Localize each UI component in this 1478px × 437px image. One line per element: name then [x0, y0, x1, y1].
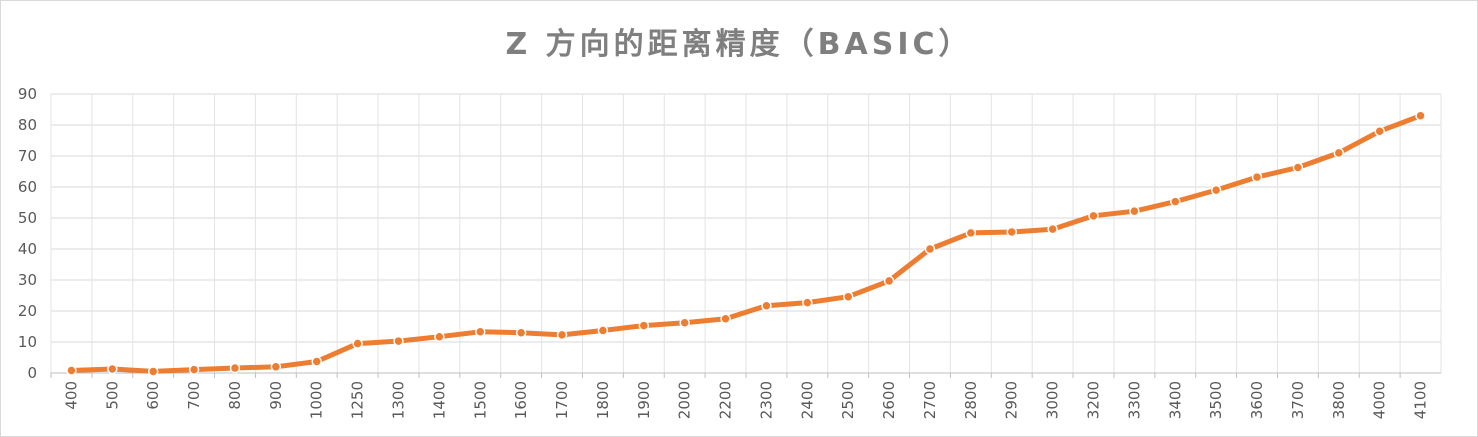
data-point: [311, 356, 322, 367]
x-tick-label: 600: [144, 381, 162, 410]
data-point: [1129, 205, 1140, 217]
x-tick-label: 1250: [349, 381, 367, 419]
data-point: [393, 335, 404, 347]
x-tick-label: 1500: [471, 381, 489, 419]
x-tick-label: 1300: [390, 381, 408, 419]
x-tick-label: 2800: [962, 381, 980, 419]
data-point: [475, 326, 486, 338]
gridlines: [50, 93, 1442, 373]
x-tick-label: 3600: [1248, 381, 1266, 419]
data-point: [1006, 226, 1017, 238]
x-tick-label: 3000: [1044, 381, 1062, 419]
data-point: [924, 243, 936, 255]
y-tick-label: 40: [18, 240, 37, 258]
y-tick-label: 70: [18, 147, 37, 165]
data-point: [188, 364, 200, 375]
x-tick-label: 1900: [635, 381, 653, 419]
data-point: [66, 365, 77, 376]
data-point: [270, 361, 282, 373]
data-point: [1047, 223, 1058, 235]
data-point: [1210, 184, 1222, 196]
series-markers: [66, 110, 1426, 377]
y-tick-label: 30: [18, 271, 37, 289]
x-tick-label: 700: [185, 381, 203, 410]
data-point: [965, 227, 977, 239]
data-point: [720, 313, 731, 324]
x-tick-label: 1400: [430, 381, 448, 419]
x-tick-label: 2500: [839, 381, 857, 419]
x-tick-label: 3200: [1085, 381, 1103, 419]
x-tick-label: 500: [103, 381, 121, 410]
x-tick-label: 2400: [798, 381, 816, 419]
series-line: [68, 113, 1424, 374]
x-tick-label: 1800: [594, 381, 612, 419]
x-tick-label: 900: [267, 381, 285, 410]
data-point: [515, 327, 527, 338]
x-tick-label: 3800: [1330, 381, 1348, 419]
x-tick-label: 2300: [757, 381, 775, 419]
data-point: [842, 291, 854, 302]
chart-title: Z 方向的距离精度（BASIC）: [505, 27, 973, 62]
data-point: [1088, 210, 1099, 222]
data-point: [147, 366, 159, 377]
data-point: [434, 331, 445, 342]
y-tick-label: 0: [27, 364, 37, 382]
x-tick-label: 2000: [676, 381, 694, 419]
x-tick-label: 800: [226, 381, 244, 410]
x-tick-label: 3500: [1207, 381, 1225, 419]
data-point: [1374, 125, 1385, 137]
x-tick-label: 400: [62, 381, 80, 410]
data-point: [679, 317, 690, 329]
data-point: [597, 325, 609, 336]
data-point: [1292, 162, 1304, 173]
y-tick-label: 20: [18, 302, 37, 320]
x-tick-label: 4000: [1371, 381, 1389, 419]
y-tick-label: 60: [18, 178, 37, 196]
x-tick-label: 3700: [1289, 381, 1307, 419]
data-point: [556, 329, 568, 341]
x-tick-label: 2900: [1003, 381, 1021, 419]
data-point: [883, 275, 895, 287]
data-point: [802, 297, 813, 308]
y-tick-label: 50: [18, 209, 37, 227]
y-tick-label: 80: [18, 116, 37, 134]
x-tick-label: 1700: [553, 381, 571, 419]
y-tick-label: 90: [18, 85, 37, 103]
data-point: [761, 300, 772, 311]
x-tick-label: 3300: [1125, 381, 1143, 419]
data-point: [1251, 171, 1263, 183]
x-tick-label: 1000: [308, 381, 326, 419]
x-tick-label: 2200: [717, 381, 735, 419]
y-tick-label: 10: [18, 333, 37, 351]
x-tick-label: 2700: [921, 381, 939, 419]
data-point: [638, 320, 650, 331]
data-point: [229, 362, 241, 374]
x-tick-label: 3400: [1166, 381, 1184, 419]
x-tick-label: 2600: [880, 381, 898, 419]
series-line-group: [68, 113, 1424, 374]
x-tick-label: 1600: [512, 381, 530, 419]
axes: 0 10 20 30 40 50 60 70 80 90 400 500 600 700 800 900 100…: [18, 85, 1441, 419]
data-point: [1170, 196, 1181, 207]
data-point: [107, 363, 118, 375]
data-point: [352, 338, 363, 349]
data-point: [1333, 147, 1345, 159]
data-point: [1415, 110, 1426, 121]
x-tick-label: 4100: [1412, 381, 1430, 419]
